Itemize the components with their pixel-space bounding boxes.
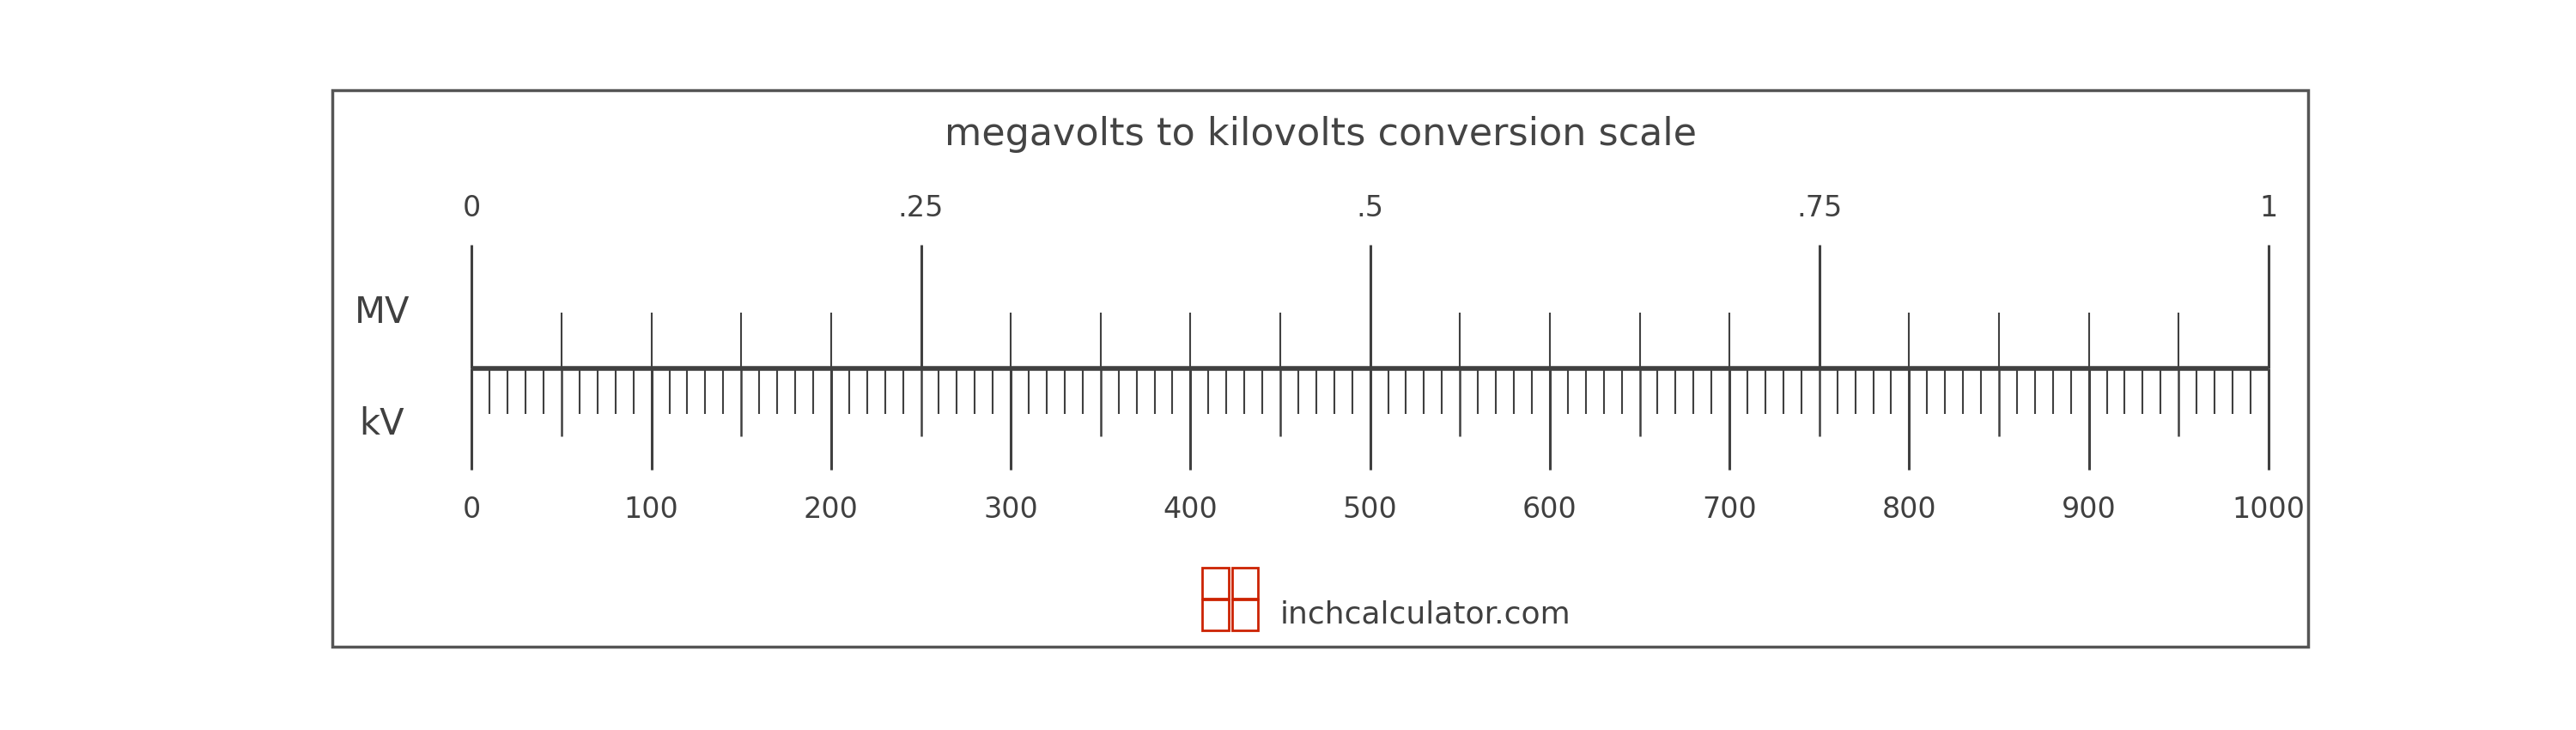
Text: .5: .5 xyxy=(1358,194,1383,223)
Bar xyxy=(1203,568,1229,599)
Text: 0: 0 xyxy=(464,194,482,223)
Text: 400: 400 xyxy=(1164,495,1218,523)
Text: 300: 300 xyxy=(984,495,1038,523)
Text: kV: kV xyxy=(358,407,404,442)
Text: .25: .25 xyxy=(899,194,943,223)
Text: megavolts to kilovolts conversion scale: megavolts to kilovolts conversion scale xyxy=(943,116,1695,153)
Text: MV: MV xyxy=(353,295,410,331)
Text: 600: 600 xyxy=(1522,495,1577,523)
Text: 700: 700 xyxy=(1703,495,1757,523)
Bar xyxy=(1231,599,1257,631)
Text: 200: 200 xyxy=(804,495,858,523)
Text: 800: 800 xyxy=(1883,495,1937,523)
Text: 0: 0 xyxy=(464,495,482,523)
Bar xyxy=(1231,568,1257,599)
Text: 500: 500 xyxy=(1342,495,1396,523)
Text: 900: 900 xyxy=(2061,495,2117,523)
Text: 100: 100 xyxy=(623,495,680,523)
Text: 1: 1 xyxy=(2259,194,2277,223)
Text: 1000: 1000 xyxy=(2231,495,2306,523)
Bar xyxy=(1203,599,1229,631)
Text: .75: .75 xyxy=(1795,194,1842,223)
Text: inchcalculator.com: inchcalculator.com xyxy=(1280,600,1571,629)
